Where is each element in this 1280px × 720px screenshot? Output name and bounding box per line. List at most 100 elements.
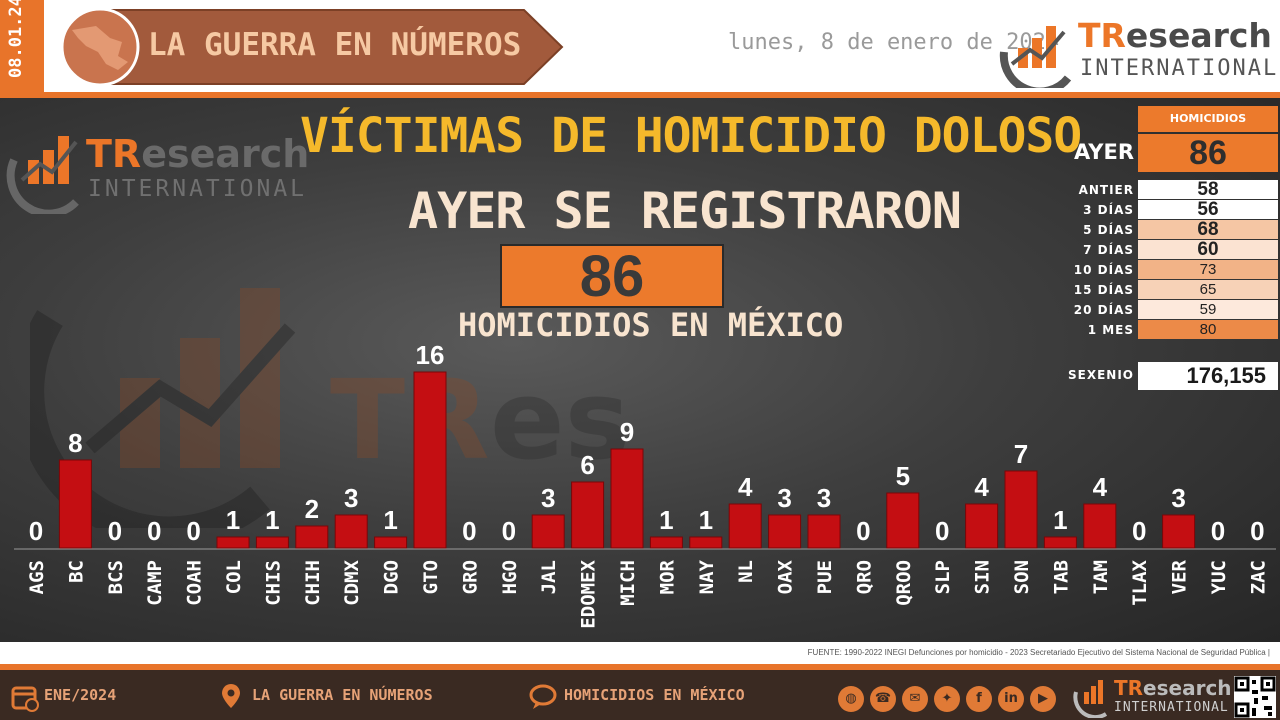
bar-value-label: 3: [777, 483, 791, 513]
facebook-icon[interactable]: f: [966, 686, 992, 712]
category-label: NAY: [696, 559, 718, 594]
bar-son: [1004, 470, 1038, 549]
category-label: CAMP: [144, 560, 166, 606]
svg-text:es: es: [490, 356, 630, 484]
bar-edomex: [571, 481, 605, 549]
summary-row-label: 1 MES: [1087, 323, 1134, 337]
chart-title: VÍCTIMAS DE HOMICIDIO DOLOSO: [300, 108, 1082, 164]
header-logo-text: TResearch: [1078, 16, 1272, 55]
summary-row-value: 59: [1138, 300, 1278, 319]
panel-logo-mark-icon: [6, 136, 79, 218]
bar-cdmx: [334, 514, 368, 549]
qr-code-icon[interactable]: [1234, 676, 1276, 718]
summary-row-value: 80: [1138, 320, 1278, 339]
total-number: 86: [579, 244, 645, 309]
bar-value-label: 3: [1171, 483, 1185, 513]
phone-icon[interactable]: ☎: [870, 686, 896, 712]
category-label: OAX: [775, 559, 797, 594]
category-label: TAB: [1050, 560, 1072, 594]
header-logo-international: INTERNATIONAL: [1080, 56, 1279, 81]
bar-tam: [1083, 503, 1117, 549]
summary-row: 1 MES 80: [1058, 320, 1278, 340]
bar-value-label: 1: [1053, 505, 1067, 535]
total-caption: HOMICIDIOS EN MÉXICO: [458, 306, 844, 344]
panel-logo-international: INTERNATIONAL: [88, 176, 308, 202]
summary-row-label: 5 DÍAS: [1083, 223, 1134, 237]
summary-row-value: 73: [1138, 260, 1278, 279]
summary-row-label: 3 DÍAS: [1083, 203, 1134, 217]
bar-col: [216, 536, 250, 549]
bar-value-label: 4: [1093, 472, 1108, 502]
bar-value-label: 5: [896, 461, 910, 491]
summary-row-value: 68: [1138, 220, 1278, 239]
date-vertical: 08.01.24: [6, 0, 26, 78]
category-label: COL: [223, 560, 245, 594]
bar-chart: 0 AGS 8 BC 0 BCS 0 CAMP 0 COAH 1 COL 1 CHIS 2 CHIH 3 CDMX…: [14, 340, 1276, 629]
summary-sexenio-value: 176,155: [1138, 362, 1278, 390]
bar-value-label: 7: [1014, 439, 1028, 469]
bar-jal: [531, 514, 565, 549]
bar-gto: [413, 371, 447, 549]
youtube-icon[interactable]: ▶: [1030, 686, 1056, 712]
category-label: BC: [65, 560, 87, 583]
source-text: FUENTE: 1990-2022 INEGI Defunciones por …: [807, 648, 1270, 657]
summary-row: 20 DÍAS 59: [1058, 300, 1278, 320]
bar-value-label: 0: [29, 516, 43, 546]
watermark-logo-icon: TR es: [30, 288, 630, 528]
bar-value-label: 1: [226, 505, 240, 535]
category-label: GTO: [420, 560, 442, 594]
source-line: FUENTE: 1990-2022 INEGI Defunciones por …: [0, 642, 1280, 664]
banner-title: LA GUERRA EN NÚMEROS: [148, 27, 522, 63]
summary-row-label: 7 DÍAS: [1083, 243, 1134, 257]
bar-value-label: 8: [68, 428, 82, 458]
footer-logo-text: TResearch: [1114, 676, 1232, 700]
bar-value-label: 2: [305, 494, 319, 524]
summary-row-value: 56: [1138, 200, 1278, 219]
bar-value-label: 0: [1132, 516, 1146, 546]
summary-sexenio-label: SEXENIO: [1068, 368, 1134, 382]
bar-value-label: 6: [580, 450, 594, 480]
footer-period: ENE/2024: [44, 686, 117, 704]
category-label: GRO: [459, 560, 481, 594]
summary-row-label: ANTIER: [1078, 183, 1134, 197]
twitter-icon[interactable]: ✦: [934, 686, 960, 712]
bar-value-label: 0: [1211, 516, 1225, 546]
bar-value-label: 0: [856, 516, 870, 546]
bar-value-label: 0: [108, 516, 122, 546]
chat-icon: [529, 684, 557, 709]
summary-table: HOMICIDIOS AYER 86 ANTIER 58 3 DÍAS 56 5 DÍA…: [1058, 106, 1278, 390]
category-label: EDOMEX: [578, 559, 600, 628]
category-label: YUC: [1208, 560, 1230, 594]
summary-ayer-value: 86: [1138, 134, 1278, 172]
category-label: TLAX: [1129, 559, 1151, 605]
mexico-map-icon: [72, 26, 128, 70]
bar-value-label: 3: [541, 483, 555, 513]
summary-row: 3 DÍAS 56: [1058, 200, 1278, 220]
panel-logo-text: TResearch: [86, 132, 310, 176]
category-label: CDMX: [341, 559, 363, 605]
summary-row-label: 10 DÍAS: [1073, 263, 1134, 277]
bar-value-label: 16: [416, 340, 445, 370]
bar-value-label: 9: [620, 417, 634, 447]
category-label: TAM: [1090, 560, 1112, 594]
logo-mark-icon: [999, 26, 1072, 96]
category-label: JAL: [538, 560, 560, 594]
category-label: MOR: [656, 559, 678, 594]
panel-logo: TResearch INTERNATIONAL: [6, 124, 309, 218]
footer-logo-mark-icon: [1073, 680, 1108, 718]
bar-value-label: 3: [817, 483, 831, 513]
summary-row: 10 DÍAS 73: [1058, 260, 1278, 280]
linkedin-icon[interactable]: in: [998, 686, 1024, 712]
category-label: NL: [735, 560, 757, 583]
main-panel: TR es TResearch INTERNATIONAL VÍCTIMAS D…: [0, 98, 1280, 642]
summary-row: 7 DÍAS 60: [1058, 240, 1278, 260]
banner: [60, 8, 564, 86]
bar-nay: [689, 536, 723, 549]
bar-value-label: 0: [462, 516, 476, 546]
mail-icon[interactable]: ✉: [902, 686, 928, 712]
date-strip: 08.01.24: [0, 0, 44, 92]
globe-icon[interactable]: ◍: [838, 686, 864, 712]
bar-mor: [649, 536, 683, 549]
bar-mich: [610, 448, 644, 549]
header-logo: TResearch INTERNATIONAL: [998, 12, 1276, 96]
